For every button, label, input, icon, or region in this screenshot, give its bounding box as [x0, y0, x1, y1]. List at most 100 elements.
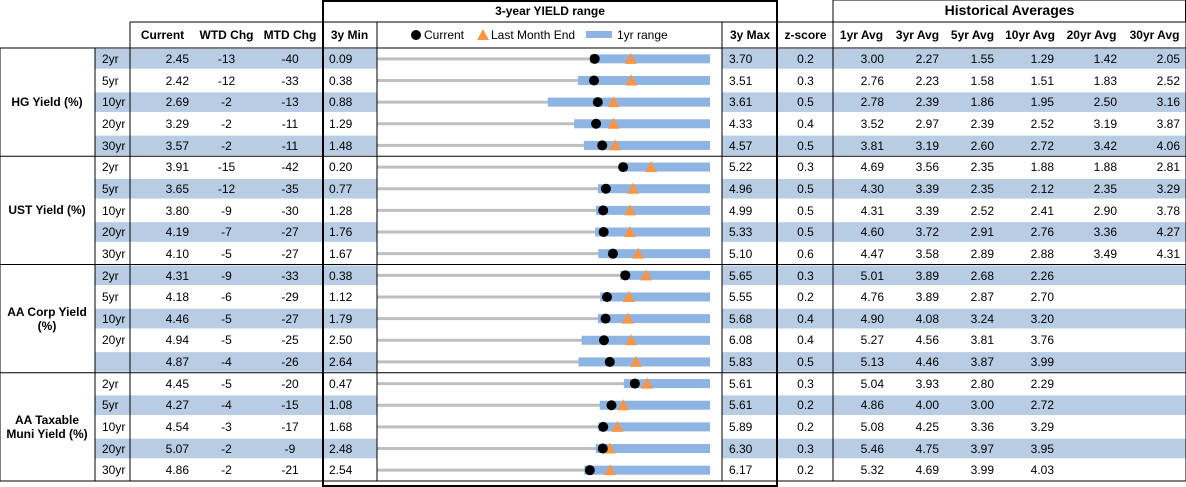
- range-1yr: [597, 314, 710, 324]
- group-label: HG Yield (%): [11, 95, 83, 110]
- legend-range: 1yr range: [617, 28, 668, 42]
- tenor: 2yr: [102, 376, 119, 391]
- cell: 2.35: [1093, 181, 1117, 196]
- cell: 1.29: [329, 116, 353, 131]
- cell: 3.80: [165, 203, 189, 218]
- cell: 2.97: [915, 116, 939, 131]
- current-marker: [598, 205, 609, 216]
- cell: 2.69: [165, 95, 189, 110]
- cell: -26: [281, 355, 299, 370]
- cell: 3.29: [1030, 420, 1054, 435]
- cell: 2.72: [1030, 398, 1054, 413]
- column-header: 3y Max: [729, 28, 771, 42]
- range-title: 3-year YIELD range: [495, 4, 605, 18]
- range-block-border: [322, 0, 778, 487]
- cell: -2: [221, 138, 232, 153]
- cell: 0.3: [797, 376, 814, 391]
- tenor: 10yr: [102, 311, 126, 326]
- range-1yr: [578, 75, 710, 85]
- cell: 2.35: [970, 160, 994, 175]
- cell: 0.2: [797, 398, 814, 413]
- cell: 4.60: [860, 225, 884, 240]
- cell: 3.89: [915, 268, 939, 283]
- cell: 1.42: [1093, 52, 1117, 66]
- cell: -12: [217, 181, 236, 196]
- cell: 4.90: [860, 311, 884, 326]
- cell: 2.26: [1030, 268, 1054, 283]
- cell: 3.87: [1156, 116, 1180, 131]
- current-marker: [598, 421, 609, 432]
- current-marker: [602, 291, 613, 302]
- range-1yr: [598, 422, 710, 432]
- tenor: 5yr: [102, 73, 119, 88]
- cell: 2.88: [1030, 246, 1054, 261]
- range-1yr: [597, 184, 710, 194]
- cell: 3.42: [1093, 138, 1117, 153]
- range-1yr: [581, 335, 710, 345]
- cell: 5.46: [860, 441, 884, 456]
- column-header: z-score: [784, 28, 827, 42]
- current-marker: [589, 75, 600, 86]
- cell: 1.88: [1030, 160, 1054, 175]
- row-shade: [95, 438, 377, 459]
- cell: 2.89: [970, 246, 994, 261]
- cell: -13: [281, 95, 299, 110]
- cell: -35: [281, 181, 299, 196]
- row-shade: [722, 49, 1186, 69]
- cell: 3.95: [1030, 441, 1054, 456]
- cell: 0.6: [797, 246, 814, 261]
- current-marker: [584, 465, 595, 476]
- cell: 2.52: [1156, 73, 1180, 88]
- cell: 3.00: [970, 398, 994, 413]
- cell: 4.18: [165, 290, 189, 305]
- cell: 3.36: [1093, 225, 1117, 240]
- cell: 2.39: [970, 116, 994, 131]
- cell: -33: [281, 268, 299, 283]
- cell: 4.54: [165, 420, 189, 435]
- tenor: 20yr: [102, 116, 126, 131]
- current-marker: [592, 97, 603, 108]
- cell: 2.52: [970, 203, 994, 218]
- cell: 5.65: [729, 268, 753, 283]
- last-month-marker: [622, 290, 635, 302]
- cell: 1.12: [329, 290, 353, 305]
- cell: 5.13: [860, 355, 884, 370]
- cell: 5.08: [860, 420, 884, 435]
- tenor: 20yr: [102, 441, 126, 456]
- last-month-marker: [604, 464, 617, 476]
- cell: 2.76: [1030, 225, 1054, 240]
- row-shade: [722, 395, 1186, 416]
- group-label: UST Yield (%): [8, 203, 86, 218]
- current-marker: [597, 140, 608, 151]
- cell: 4.47: [860, 246, 884, 261]
- row-shade: [722, 178, 1186, 199]
- cell: 4.31: [1156, 246, 1180, 261]
- cell: 3.58: [915, 246, 939, 261]
- cell: 5.22: [729, 160, 753, 175]
- cell: 0.3: [797, 73, 814, 88]
- cell: -17: [281, 420, 299, 435]
- cell: -2: [221, 95, 232, 110]
- cell: 3.72: [915, 225, 939, 240]
- row-shade: [95, 178, 377, 199]
- cell: 3.19: [915, 138, 939, 153]
- cell: -5: [221, 311, 232, 326]
- row-shade: [722, 308, 1186, 329]
- cell: 3.61: [729, 95, 753, 110]
- tenor: 2yr: [102, 268, 119, 283]
- cell: 2.72: [1030, 138, 1054, 153]
- cell: 0.5: [797, 203, 814, 218]
- cell: 2.76: [860, 73, 884, 88]
- tenor: 10yr: [102, 420, 126, 435]
- cell: 3.36: [970, 420, 994, 435]
- row-shade: [95, 265, 377, 286]
- tenor: 20yr: [102, 333, 126, 348]
- cell: 5.32: [860, 463, 884, 478]
- cell: 2.60: [970, 138, 994, 153]
- cell: 3.57: [165, 138, 189, 153]
- cell: -27: [281, 311, 299, 326]
- cell: 0.5: [797, 95, 814, 110]
- cell: -33: [281, 73, 299, 88]
